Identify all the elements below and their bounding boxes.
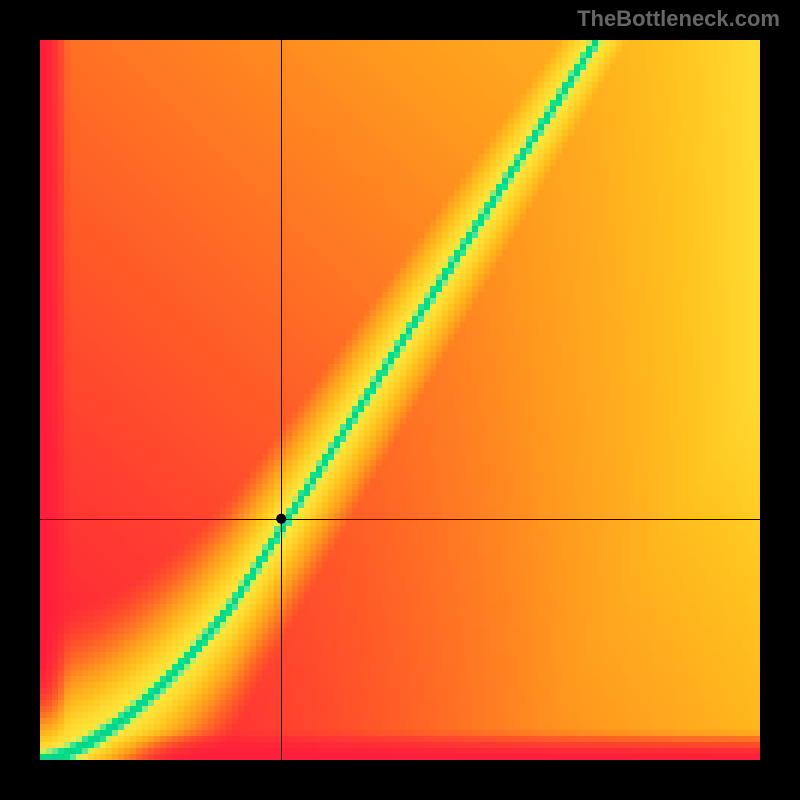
crosshair-overlay <box>40 40 760 760</box>
heatmap-plot <box>40 40 760 760</box>
watermark-text: TheBottleneck.com <box>577 6 780 32</box>
